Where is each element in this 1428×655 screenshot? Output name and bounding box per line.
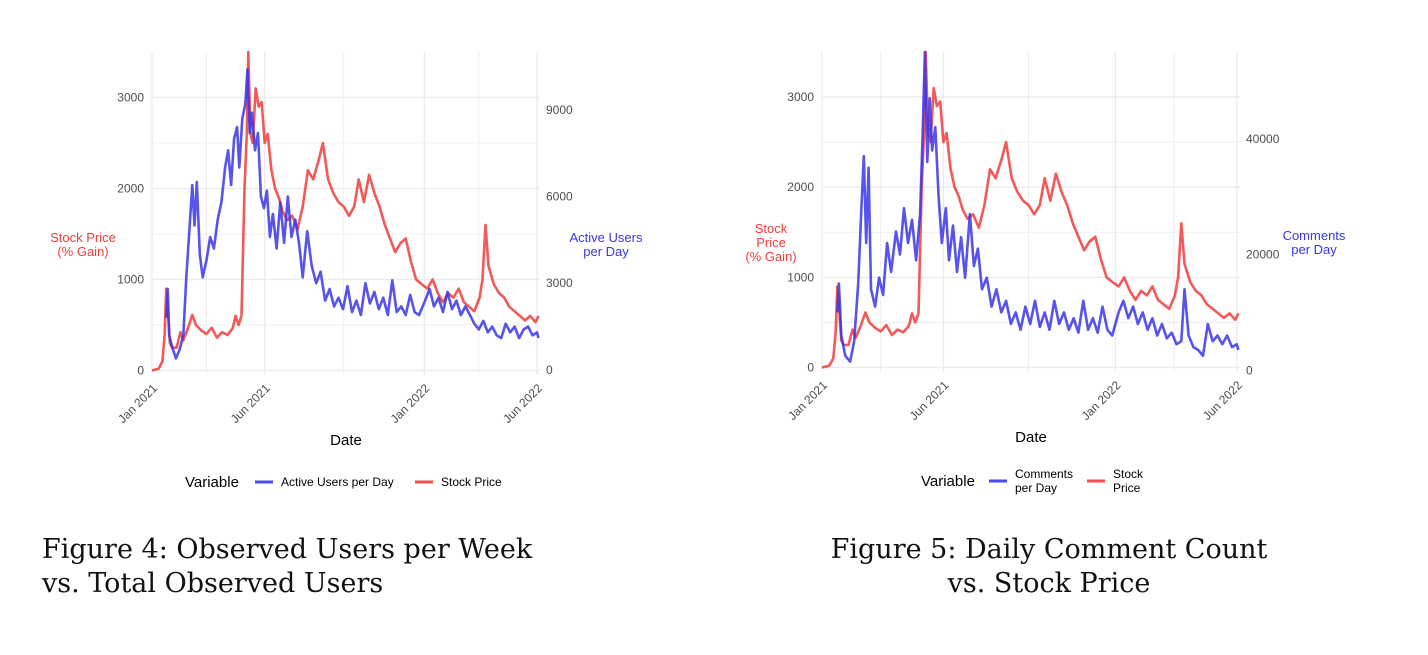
grid bbox=[151, 52, 540, 375]
right-tick-label: 9000 bbox=[546, 103, 573, 117]
right-tick-label: 40000 bbox=[1246, 132, 1280, 146]
legend-label: Stock Price bbox=[441, 475, 502, 489]
chart-figure-4: 0 1000 2000 3000 0 3000 6000 9000 Jan 2021 Jun … bbox=[50, 50, 643, 491]
legend-label: Stock Price bbox=[1113, 467, 1144, 495]
series-line-active-users-per-day bbox=[164, 68, 540, 360]
left-tick-label: 0 bbox=[807, 360, 814, 374]
left-tick-label: 0 bbox=[137, 363, 144, 377]
right-axis-label: Active Users per Day bbox=[570, 230, 643, 259]
left-tick-label: 3000 bbox=[787, 90, 814, 104]
right-axis-ticks: 0 20000 40000 bbox=[1246, 132, 1280, 377]
x-axis-label: Date bbox=[330, 432, 362, 449]
series-lines bbox=[821, 50, 1240, 369]
x-tick-label: Jun 2021 bbox=[228, 381, 273, 426]
right-tick-label: 20000 bbox=[1246, 248, 1280, 262]
left-axis-label: Stock Price (% Gain) bbox=[745, 221, 796, 264]
left-axis-ticks: 0 1000 2000 3000 bbox=[117, 90, 144, 377]
right-tick-label: 3000 bbox=[546, 276, 573, 290]
right-axis-label: Comments per Day bbox=[1283, 228, 1346, 257]
series-line-stock-price bbox=[821, 50, 1240, 369]
legend-label: Active Users per Day bbox=[281, 475, 394, 489]
legend-title: Variable bbox=[921, 473, 975, 490]
series-lines bbox=[151, 50, 540, 372]
series-line-stock-price bbox=[151, 50, 540, 372]
left-tick-label: 1000 bbox=[787, 270, 814, 284]
x-tick-label: Jan 2021 bbox=[115, 381, 160, 426]
right-axis-ticks: 0 3000 6000 9000 bbox=[546, 103, 573, 377]
x-axis-ticks: Jan 2021 Jun 2021 Jan 2022 Jun 2022 bbox=[785, 378, 1245, 423]
x-axis-label: Date bbox=[1015, 429, 1047, 446]
right-tick-label: 0 bbox=[546, 363, 553, 377]
legend: Variable Active Users per Day Stock Price bbox=[185, 474, 502, 491]
x-tick-label: Jun 2021 bbox=[907, 378, 952, 423]
x-tick-label: Jun 2022 bbox=[1200, 378, 1245, 423]
legend: Variable Comments per Day Stock Price bbox=[921, 467, 1144, 495]
left-tick-label: 1000 bbox=[117, 272, 144, 286]
figure-5-caption: Figure 5: Daily Comment Count vs. Stock … bbox=[830, 534, 1268, 599]
chart-figure-5: 0 1000 2000 3000 0 20000 40000 Jan 2021 Jun 20… bbox=[745, 50, 1346, 495]
figure-4-caption: Figure 4: Observed Users per Week vs. To… bbox=[42, 534, 533, 599]
legend-title: Variable bbox=[185, 474, 239, 491]
figure-5-panel: 0 1000 2000 3000 0 20000 40000 Jan 2021 Jun 20… bbox=[714, 0, 1428, 655]
left-tick-label: 3000 bbox=[117, 90, 144, 104]
x-tick-label: Jun 2022 bbox=[500, 381, 545, 426]
figure-4-panel: 0 1000 2000 3000 0 3000 6000 9000 Jan 2021 Jun … bbox=[42, 50, 643, 599]
x-tick-label: Jan 2022 bbox=[1079, 378, 1124, 423]
legend-label: Comments per Day bbox=[1015, 467, 1073, 495]
right-tick-label: 0 bbox=[1246, 363, 1253, 377]
right-tick-label: 6000 bbox=[546, 190, 573, 204]
series-line-comments-per-day bbox=[836, 50, 1240, 363]
x-tick-label: Jan 2022 bbox=[388, 381, 433, 426]
left-axis-ticks: 0 1000 2000 3000 bbox=[787, 90, 814, 374]
x-tick-label: Jan 2021 bbox=[785, 378, 830, 423]
left-tick-label: 2000 bbox=[117, 181, 144, 195]
left-tick-label: 2000 bbox=[787, 180, 814, 194]
left-axis-label: Stock Price (% Gain) bbox=[50, 230, 116, 259]
x-axis-ticks: Jan 2021 Jun 2021 Jan 2022 Jun 2022 bbox=[115, 381, 545, 426]
